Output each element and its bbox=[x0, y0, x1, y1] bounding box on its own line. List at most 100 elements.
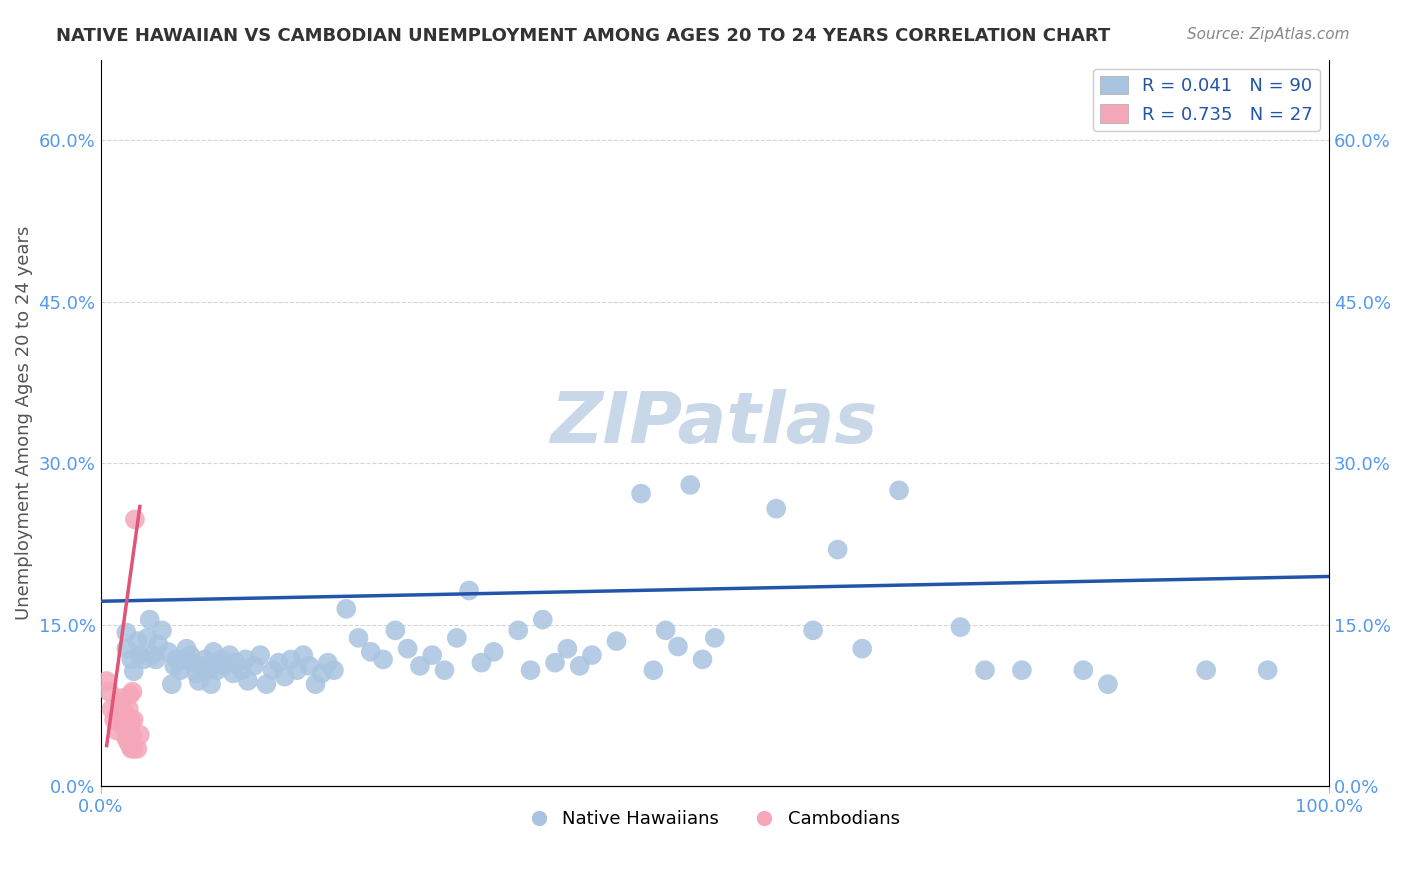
Point bbox=[117, 720, 139, 734]
Point bbox=[111, 713, 134, 727]
Point bbox=[141, 648, 163, 662]
Point bbox=[166, 652, 188, 666]
Point bbox=[396, 641, 419, 656]
Point bbox=[112, 720, 135, 734]
Point bbox=[197, 663, 219, 677]
Point bbox=[121, 728, 143, 742]
Point bbox=[581, 648, 603, 662]
Point bbox=[1097, 677, 1119, 691]
Point bbox=[169, 663, 191, 677]
Point bbox=[482, 645, 505, 659]
Point bbox=[98, 684, 121, 698]
Point bbox=[115, 731, 138, 745]
Point bbox=[458, 583, 481, 598]
Point bbox=[568, 658, 591, 673]
Point bbox=[304, 677, 326, 691]
Point bbox=[262, 663, 284, 677]
Legend: Native Hawaiians, Cambodians: Native Hawaiians, Cambodians bbox=[523, 803, 907, 836]
Point bbox=[335, 602, 357, 616]
Point bbox=[114, 706, 136, 721]
Point bbox=[222, 666, 245, 681]
Point bbox=[121, 684, 143, 698]
Point bbox=[212, 658, 235, 673]
Point bbox=[384, 624, 406, 638]
Point bbox=[128, 648, 150, 662]
Point bbox=[254, 677, 277, 691]
Point bbox=[118, 702, 141, 716]
Point bbox=[110, 691, 132, 706]
Point bbox=[692, 652, 714, 666]
Point bbox=[235, 652, 257, 666]
Point bbox=[160, 677, 183, 691]
Point bbox=[643, 663, 665, 677]
Point bbox=[433, 663, 456, 677]
Point bbox=[136, 631, 159, 645]
Point bbox=[285, 663, 308, 677]
Point bbox=[105, 723, 128, 738]
Point bbox=[127, 634, 149, 648]
Point bbox=[179, 648, 201, 662]
Point bbox=[666, 640, 689, 654]
Point bbox=[173, 652, 195, 666]
Point bbox=[103, 713, 125, 727]
Point bbox=[323, 663, 346, 677]
Point bbox=[801, 624, 824, 638]
Point bbox=[446, 631, 468, 645]
Point bbox=[508, 624, 530, 638]
Point bbox=[194, 652, 217, 666]
Point bbox=[118, 739, 141, 753]
Point bbox=[1195, 663, 1218, 677]
Point bbox=[187, 673, 209, 688]
Point bbox=[887, 483, 910, 498]
Point bbox=[108, 696, 131, 710]
Point bbox=[1257, 663, 1279, 677]
Y-axis label: Unemployment Among Ages 20 to 24 years: Unemployment Among Ages 20 to 24 years bbox=[15, 226, 32, 620]
Point bbox=[280, 652, 302, 666]
Point bbox=[202, 645, 225, 659]
Point bbox=[298, 658, 321, 673]
Point bbox=[150, 624, 173, 638]
Point bbox=[127, 741, 149, 756]
Point bbox=[207, 663, 229, 677]
Point bbox=[470, 656, 492, 670]
Point bbox=[236, 673, 259, 688]
Point bbox=[703, 631, 725, 645]
Point bbox=[249, 648, 271, 662]
Point bbox=[120, 714, 142, 729]
Point bbox=[200, 677, 222, 691]
Point bbox=[181, 656, 204, 670]
Point bbox=[191, 658, 214, 673]
Point bbox=[128, 728, 150, 742]
Point bbox=[360, 645, 382, 659]
Text: ZIPatlas: ZIPatlas bbox=[551, 389, 879, 458]
Point bbox=[243, 658, 266, 673]
Point bbox=[371, 652, 394, 666]
Point bbox=[274, 670, 297, 684]
Point bbox=[120, 741, 142, 756]
Point bbox=[311, 666, 333, 681]
Point bbox=[122, 665, 145, 679]
Point bbox=[267, 656, 290, 670]
Point bbox=[157, 645, 180, 659]
Point bbox=[145, 652, 167, 666]
Point bbox=[163, 658, 186, 673]
Point bbox=[122, 713, 145, 727]
Point bbox=[218, 648, 240, 662]
Point bbox=[974, 663, 997, 677]
Point bbox=[108, 706, 131, 721]
Point bbox=[292, 648, 315, 662]
Point bbox=[124, 512, 146, 526]
Point bbox=[347, 631, 370, 645]
Point bbox=[96, 673, 118, 688]
Point bbox=[1071, 663, 1094, 677]
Point bbox=[176, 641, 198, 656]
Point bbox=[630, 486, 652, 500]
Point bbox=[132, 652, 155, 666]
Point bbox=[949, 620, 972, 634]
Point bbox=[115, 641, 138, 656]
Point bbox=[605, 634, 627, 648]
Point bbox=[138, 613, 160, 627]
Point bbox=[409, 658, 432, 673]
Point bbox=[118, 728, 141, 742]
Point bbox=[117, 734, 139, 748]
